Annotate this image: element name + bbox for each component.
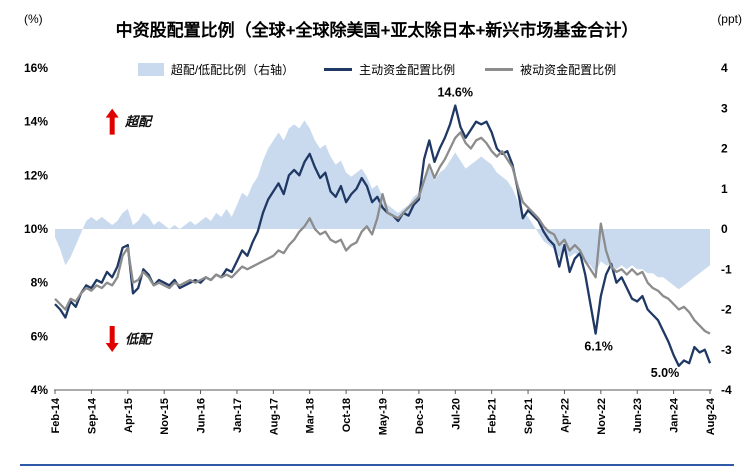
- left-axis-tick-label: 6%: [31, 329, 49, 343]
- x-tick-label: Oct-18: [341, 398, 353, 432]
- x-tick-label: Jan-17: [232, 398, 244, 433]
- right-axis-tick-label: 1: [721, 182, 728, 196]
- point-value-label: 6.1%: [584, 340, 613, 354]
- right-axis-tick-label: 3: [721, 101, 728, 115]
- left-axis-tick-label: 12%: [24, 168, 48, 182]
- legend-item-area: 超配/低配比例（右轴）: [137, 61, 295, 78]
- x-tick-label: Feb-14: [50, 397, 62, 433]
- right-axis-tick-label: -3: [721, 343, 732, 357]
- legend-label: 超配/低配比例（右轴）: [170, 63, 295, 77]
- overweight-arrow-up-icon: [105, 108, 119, 135]
- left-axis-tick-label: 10%: [24, 222, 48, 236]
- legend-swatch-area: [137, 63, 164, 76]
- active-allocation-line: [54, 104, 712, 368]
- x-tick-label: Apr-22: [559, 398, 571, 433]
- left-axis-unit: (%): [24, 12, 43, 26]
- x-tick-label: Nov-15: [159, 398, 171, 435]
- left-axis-tick-label: 4%: [31, 383, 49, 397]
- right-axis-tick-label: 4: [721, 61, 728, 75]
- x-tick-label: Aug-24: [705, 397, 717, 435]
- left-axis-tick-label: 16%: [24, 61, 48, 75]
- x-tick-label: Jan-24: [669, 397, 681, 433]
- right-axis-tick-label: -1: [721, 262, 732, 276]
- page-title: 中资股配置比例（全球+全球除美国+亚太除日本+新兴市场基金合计）: [115, 21, 639, 40]
- x-tick-label: Jul-20: [450, 398, 462, 430]
- right-axis-tick-label: -4: [721, 383, 732, 397]
- left-axis-tick-label: 8%: [31, 276, 49, 290]
- legend-item-active: 主动资金配置比例: [324, 61, 455, 78]
- legend-label: 被动资金配置比例: [520, 63, 617, 77]
- x-tick-label: Nov-22: [596, 398, 608, 435]
- x-tick-label: Mar-18: [305, 398, 317, 433]
- over-under-allocation-area: [55, 120, 710, 290]
- right-axis-tick-label: -2: [721, 303, 732, 317]
- x-tick-label: Dec-19: [414, 398, 426, 434]
- x-tick-label: Jun-16: [196, 398, 208, 433]
- point-value-label: 5.0%: [651, 366, 680, 380]
- left-axis-tick-label: 14%: [24, 115, 48, 129]
- passive-allocation-line: [54, 131, 711, 335]
- x-tick-label: Sep-14: [86, 397, 98, 434]
- legend-swatch-active: [324, 68, 353, 71]
- underweight-arrow-down-icon: [105, 326, 119, 353]
- underweight-label: 低配: [125, 332, 154, 347]
- x-tick-label: Sep-21: [523, 398, 535, 434]
- bottom-rule: [20, 464, 734, 466]
- x-tick-label: Feb-21: [487, 398, 499, 433]
- legend-item-passive: 被动资金配置比例: [485, 61, 616, 78]
- overweight-label: 超配: [124, 114, 154, 129]
- x-tick-label: Jun-23: [632, 398, 644, 433]
- legend-label: 主动资金配置比例: [359, 63, 456, 77]
- x-tick-label: May-19: [378, 398, 390, 435]
- legend-swatch-passive: [485, 68, 514, 71]
- legend: 超配/低配比例（右轴） 主动资金配置比例 被动资金配置比例: [30, 61, 724, 78]
- right-axis-tick-label: 2: [721, 142, 728, 156]
- point-value-label: 14.6%: [438, 86, 473, 100]
- right-axis-tick-label: 0: [721, 222, 728, 236]
- right-axis-unit: (ppt): [717, 12, 742, 26]
- x-tick-label: Aug-17: [268, 398, 280, 435]
- x-tick-label: Apr-15: [123, 398, 135, 433]
